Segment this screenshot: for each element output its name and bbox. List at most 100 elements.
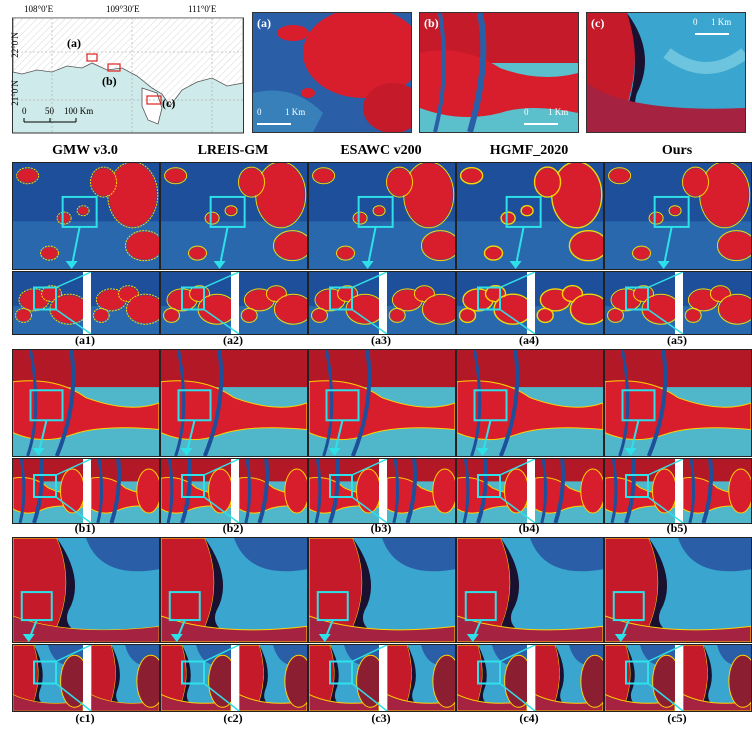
inset-connector bbox=[499, 682, 536, 711]
zoom-arrow bbox=[514, 226, 525, 268]
region-label-c: (c) bbox=[162, 96, 176, 110]
method-map-image bbox=[161, 538, 307, 642]
inset-connector bbox=[351, 645, 388, 663]
inset-connector bbox=[55, 308, 92, 334]
method-map-panel bbox=[308, 162, 456, 270]
locator-map: 108°0′E 109°30′E 111°0′E 22°0′N 21°0′N (… bbox=[9, 4, 244, 134]
method-map-panel bbox=[456, 537, 604, 643]
inset-box bbox=[625, 474, 649, 498]
inset-connector bbox=[203, 645, 240, 663]
lon-tick: 111°0′E bbox=[188, 4, 217, 14]
locator-map-graphic bbox=[12, 17, 244, 134]
zoom-strip-image bbox=[309, 645, 455, 711]
inset-box bbox=[181, 660, 205, 685]
inset-box bbox=[181, 474, 205, 498]
panel-label: (a2) bbox=[223, 333, 243, 347]
zoom-strip bbox=[308, 458, 456, 524]
scale-end: 1 Km bbox=[285, 107, 306, 117]
method-map-panel bbox=[604, 537, 752, 643]
region-box-a bbox=[86, 53, 98, 62]
panel-label: (a3) bbox=[371, 333, 391, 347]
zoom-strip-image bbox=[457, 272, 603, 334]
overview-image-c bbox=[587, 13, 745, 132]
column-header: Ours bbox=[661, 143, 693, 158]
inset-connector bbox=[499, 272, 536, 289]
region-box-b bbox=[107, 63, 121, 72]
inset-box bbox=[329, 474, 353, 498]
zoom-strip bbox=[12, 271, 160, 335]
scale-tick: 0 bbox=[22, 106, 27, 116]
inset-connector bbox=[55, 459, 92, 476]
method-map-image bbox=[309, 538, 455, 642]
panel-label: (b3) bbox=[370, 521, 392, 535]
inset-connector bbox=[499, 459, 536, 476]
panel-label: (c4) bbox=[519, 711, 539, 725]
region-label-a: (a) bbox=[67, 36, 81, 50]
inset-box bbox=[477, 660, 501, 685]
method-map-panel bbox=[160, 349, 308, 457]
method-map-panel bbox=[160, 162, 308, 270]
region-label-b: (b) bbox=[102, 74, 117, 88]
scale-start: 0 bbox=[524, 107, 529, 117]
column-header: GMW v3.0 bbox=[52, 143, 118, 158]
zoom-strip bbox=[160, 271, 308, 335]
inset-box bbox=[477, 286, 501, 311]
method-map-image bbox=[161, 163, 307, 269]
method-map-image bbox=[457, 350, 603, 456]
column-header: LREIS-GM bbox=[197, 143, 269, 158]
method-map-image bbox=[13, 538, 159, 642]
zoom-box bbox=[621, 389, 656, 422]
method-map-panel bbox=[160, 537, 308, 643]
zoom-strip-image bbox=[457, 645, 603, 711]
inset-box bbox=[625, 286, 649, 311]
zoom-strip bbox=[308, 271, 456, 335]
panel-label: (a5) bbox=[667, 333, 687, 347]
overview-image-a bbox=[253, 13, 411, 132]
method-map-image bbox=[457, 538, 603, 642]
inset-connector bbox=[499, 496, 536, 523]
method-map-image bbox=[13, 350, 159, 456]
zoom-strip bbox=[308, 644, 456, 712]
method-map-image bbox=[309, 350, 455, 456]
panel-label: (b1) bbox=[74, 521, 96, 535]
zoom-box bbox=[357, 195, 394, 228]
zoom-strip-image bbox=[13, 645, 159, 711]
inset-connector bbox=[647, 682, 684, 711]
inset-box bbox=[33, 660, 57, 685]
overview-label: (a) bbox=[257, 16, 271, 30]
inset-connector bbox=[55, 645, 92, 663]
method-map-image bbox=[13, 163, 159, 269]
overview-label: (b) bbox=[424, 16, 439, 30]
scale-bar bbox=[695, 33, 729, 35]
panel-label: (c3) bbox=[371, 711, 391, 725]
overview-panel-a: (a) 0 1 Km bbox=[252, 12, 412, 133]
method-map-image bbox=[457, 163, 603, 269]
inset-connector bbox=[351, 272, 388, 289]
zoom-strip-image bbox=[309, 459, 455, 523]
method-map-panel bbox=[604, 349, 752, 457]
method-map-image bbox=[605, 538, 751, 642]
overview-label: (c) bbox=[591, 16, 605, 30]
inset-box bbox=[477, 474, 501, 498]
method-map-image bbox=[605, 163, 751, 269]
lat-tick: 22°0′N bbox=[9, 32, 20, 58]
zoom-strip bbox=[456, 271, 604, 335]
inset-connector bbox=[647, 459, 684, 476]
zoom-box bbox=[177, 389, 212, 422]
zoom-strip bbox=[604, 271, 752, 335]
method-map-image bbox=[605, 350, 751, 456]
panel-label: (c5) bbox=[667, 711, 687, 725]
lon-tick: 109°30′E bbox=[106, 4, 140, 14]
inset-connector bbox=[203, 308, 240, 334]
method-map-panel bbox=[12, 162, 160, 270]
panel-label: (c1) bbox=[75, 711, 95, 725]
overview-panel-b: (b) 0 1 Km bbox=[419, 12, 579, 133]
zoom-arrow bbox=[218, 226, 229, 268]
panel-label: (a1) bbox=[75, 333, 95, 347]
scale-tick: 50 bbox=[45, 106, 54, 116]
zoom-strip bbox=[456, 644, 604, 712]
inset-connector bbox=[351, 308, 388, 334]
method-map-image bbox=[309, 163, 455, 269]
inset-box bbox=[329, 660, 353, 685]
method-map-panel bbox=[12, 349, 160, 457]
